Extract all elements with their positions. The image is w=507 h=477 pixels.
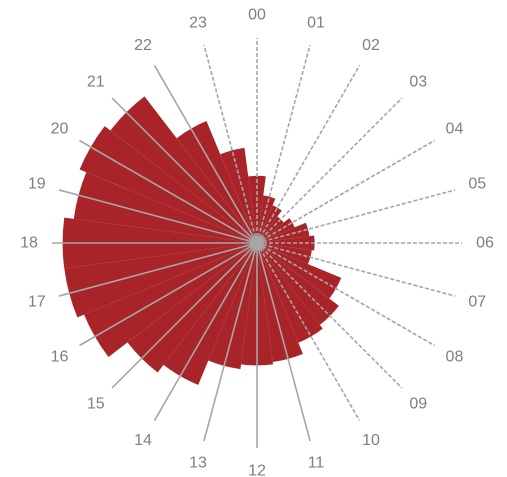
tick-label-hour-15: 15 (87, 396, 105, 413)
bar-hour-02 (257, 205, 282, 243)
bar-hour-05 (257, 222, 310, 243)
spoke-hour-21 (111, 97, 258, 244)
spoke-hour-15 (111, 242, 258, 389)
bars-layer (62, 96, 342, 385)
spoke-hour-14 (153, 242, 258, 421)
spoke-hour-10 (256, 242, 361, 421)
spoke-hour-19 (58, 189, 258, 244)
tick-label-hour-13: 13 (189, 455, 207, 472)
tick-label-hour-16: 16 (51, 349, 69, 366)
bar-hour-11 (257, 243, 303, 362)
tick-label-hour-02: 02 (362, 37, 380, 54)
bar-hour-20 (79, 126, 258, 243)
tick-label-hour-22: 22 (134, 37, 152, 54)
tick-label-hour-12: 12 (248, 463, 266, 477)
spoke-hour-11 (256, 242, 311, 442)
bar-hour-13 (208, 243, 257, 370)
bar-hour-23 (220, 147, 257, 243)
tick-label-hour-07: 07 (468, 294, 486, 311)
bar-hour-10 (257, 243, 323, 343)
tick-label-hour-23: 23 (189, 14, 207, 31)
center-hub (250, 236, 264, 250)
tick-label-hour-17: 17 (28, 294, 46, 311)
bar-hour-19 (73, 172, 257, 243)
spoke-hour-13 (203, 242, 258, 442)
labels-layer: 00 01 02 03 04 05 06 07 08 09 10 11 12 13 14 15 16 17 18 19… (20, 7, 494, 477)
bar-hour-16 (84, 243, 257, 357)
tick-label-hour-20: 20 (51, 121, 69, 138)
spoke-hour-23 (203, 44, 258, 244)
tick-label-hour-00: 00 (248, 7, 266, 24)
bar-hour-17 (64, 243, 257, 318)
spoke-hour-16 (79, 242, 258, 347)
spoke-hour-03 (256, 97, 403, 244)
tick-label-hour-19: 19 (28, 175, 46, 192)
spoke-hour-22 (153, 65, 258, 244)
tick-label-hour-06: 06 (476, 235, 494, 252)
spoke-hour-20 (79, 139, 258, 244)
spoke-hour-08 (256, 242, 435, 347)
spoke-hour-07 (256, 242, 456, 297)
bar-hour-01 (257, 195, 276, 243)
spoke-hour-17 (58, 242, 258, 297)
spoke-hour-04 (256, 139, 435, 244)
tick-label-hour-01: 01 (307, 14, 325, 31)
spoke-hour-09 (256, 242, 403, 389)
bar-hour-06 (257, 235, 315, 251)
tick-label-hour-05: 05 (468, 175, 486, 192)
bar-hour-08 (257, 243, 342, 299)
tick-label-hour-21: 21 (87, 73, 105, 90)
bar-hour-14 (163, 243, 257, 385)
tick-label-hour-10: 10 (362, 432, 380, 449)
bar-hour-04 (257, 218, 295, 243)
bar-hour-07 (257, 243, 312, 265)
tick-label-hour-14: 14 (134, 432, 152, 449)
tick-label-hour-08: 08 (446, 349, 464, 366)
tick-label-hour-03: 03 (409, 73, 427, 90)
tick-label-hour-04: 04 (446, 121, 464, 138)
bar-hour-22 (176, 121, 257, 243)
spoke-hour-05 (256, 189, 456, 244)
spokes-layer (52, 38, 462, 448)
tick-label-hour-09: 09 (409, 396, 427, 413)
tick-label-hour-18: 18 (20, 235, 38, 252)
spoke-hour-01 (256, 44, 311, 244)
tick-label-hour-11: 11 (308, 455, 325, 472)
spoke-hour-02 (256, 65, 361, 244)
